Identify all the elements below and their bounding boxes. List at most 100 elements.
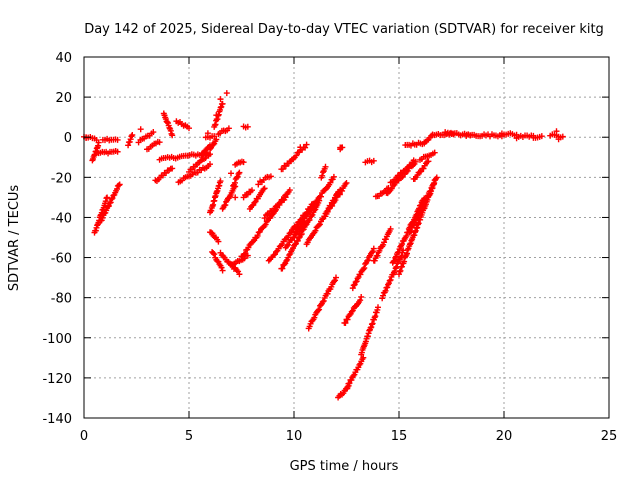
- data-point: [283, 258, 290, 265]
- grid: [84, 57, 609, 418]
- data-point: [384, 284, 391, 291]
- data-point: [231, 179, 238, 186]
- data-point: [362, 260, 369, 267]
- data-point: [316, 306, 323, 313]
- data-point: [374, 252, 381, 259]
- data-point: [169, 132, 176, 139]
- data-point: [349, 285, 356, 292]
- data-point: [344, 384, 351, 391]
- data-point: [282, 194, 289, 201]
- data-point: [283, 243, 290, 250]
- data-point: [343, 179, 350, 186]
- data-point: [361, 264, 368, 271]
- data-point: [137, 126, 144, 133]
- chart-title: Day 142 of 2025, Sidereal Day-to-day VTE…: [84, 22, 604, 37]
- data-point: [241, 250, 248, 257]
- data-point: [410, 157, 417, 164]
- data-point: [128, 133, 135, 140]
- data-point: [207, 151, 213, 158]
- data-point: [319, 216, 326, 223]
- x-tick-label: 25: [601, 429, 618, 444]
- data-point: [228, 170, 234, 177]
- data-point: [370, 245, 377, 252]
- x-axis-label: GPS time / hours: [290, 459, 399, 474]
- data-point: [553, 128, 560, 135]
- data-point: [352, 279, 359, 286]
- data-point: [316, 221, 323, 228]
- y-tick-label: -40: [51, 211, 72, 226]
- x-tick-label: 0: [80, 429, 88, 444]
- data-point: [319, 169, 326, 176]
- data-point: [210, 250, 217, 257]
- data-point: [410, 222, 417, 229]
- data-point: [114, 136, 121, 143]
- data-point: [327, 202, 334, 209]
- data-point: [396, 268, 403, 275]
- data-point: [213, 136, 220, 143]
- data-point: [267, 173, 274, 180]
- data-point: [156, 139, 163, 146]
- data-point: [114, 185, 120, 192]
- data-point: [95, 139, 102, 146]
- data-point: [303, 213, 310, 220]
- data-point: [235, 170, 242, 177]
- data-point: [406, 241, 413, 248]
- data-point: [207, 145, 213, 152]
- data-point: [415, 220, 422, 227]
- data-point: [368, 249, 375, 256]
- data-point: [346, 312, 353, 319]
- data-point: [342, 320, 349, 327]
- data-point: [286, 187, 293, 194]
- data-point: [433, 174, 440, 181]
- data-point: [116, 181, 123, 188]
- data-point: [104, 194, 111, 201]
- data-point: [401, 258, 408, 265]
- data-point: [418, 205, 425, 212]
- data-point: [317, 193, 324, 200]
- data-point: [391, 257, 398, 264]
- data-point: [404, 250, 411, 257]
- data-point: [356, 361, 363, 368]
- data-point: [538, 133, 545, 140]
- data-point: [211, 133, 218, 140]
- data-point: [240, 159, 247, 166]
- data-point: [350, 372, 357, 379]
- data-point: [294, 224, 301, 231]
- data-point: [320, 297, 327, 304]
- data-point: [186, 125, 192, 132]
- y-tick-label: 40: [55, 51, 72, 66]
- data-point: [262, 221, 269, 228]
- data-point: [420, 165, 427, 172]
- data-point: [420, 202, 427, 209]
- data-point: [207, 161, 213, 168]
- data-point: [315, 307, 322, 314]
- data-point: [414, 224, 421, 231]
- data-point: [114, 148, 121, 155]
- data-point: [261, 215, 268, 222]
- data-point: [217, 178, 224, 185]
- data-point: [255, 181, 262, 188]
- data-point: [397, 267, 404, 274]
- data-point: [211, 251, 218, 258]
- data-point: [260, 186, 267, 193]
- data-point: [219, 267, 226, 274]
- data-point: [306, 216, 313, 223]
- data-point: [244, 123, 251, 130]
- data-point: [337, 186, 344, 193]
- data-point: [360, 266, 367, 273]
- plot-frame: [83, 56, 610, 419]
- data-point: [199, 150, 206, 157]
- data-point: [233, 174, 240, 181]
- axis-ticks: [83, 56, 610, 419]
- tick-labels: 0 5 10 15 20 25 -140 -120 -100 -80 -60 -40 -20 0 20 40: [42, 51, 617, 444]
- data-point: [254, 232, 261, 239]
- y-axis-label: SDTVAR / TECUs: [7, 185, 22, 292]
- data-point: [99, 214, 106, 221]
- data-point: [431, 179, 438, 186]
- data-point: [342, 181, 349, 188]
- data-point: [249, 187, 255, 194]
- data-point: [360, 354, 367, 361]
- y-tick-label: -20: [51, 171, 72, 186]
- data-point: [298, 221, 305, 228]
- x-tick-label: 20: [496, 429, 513, 444]
